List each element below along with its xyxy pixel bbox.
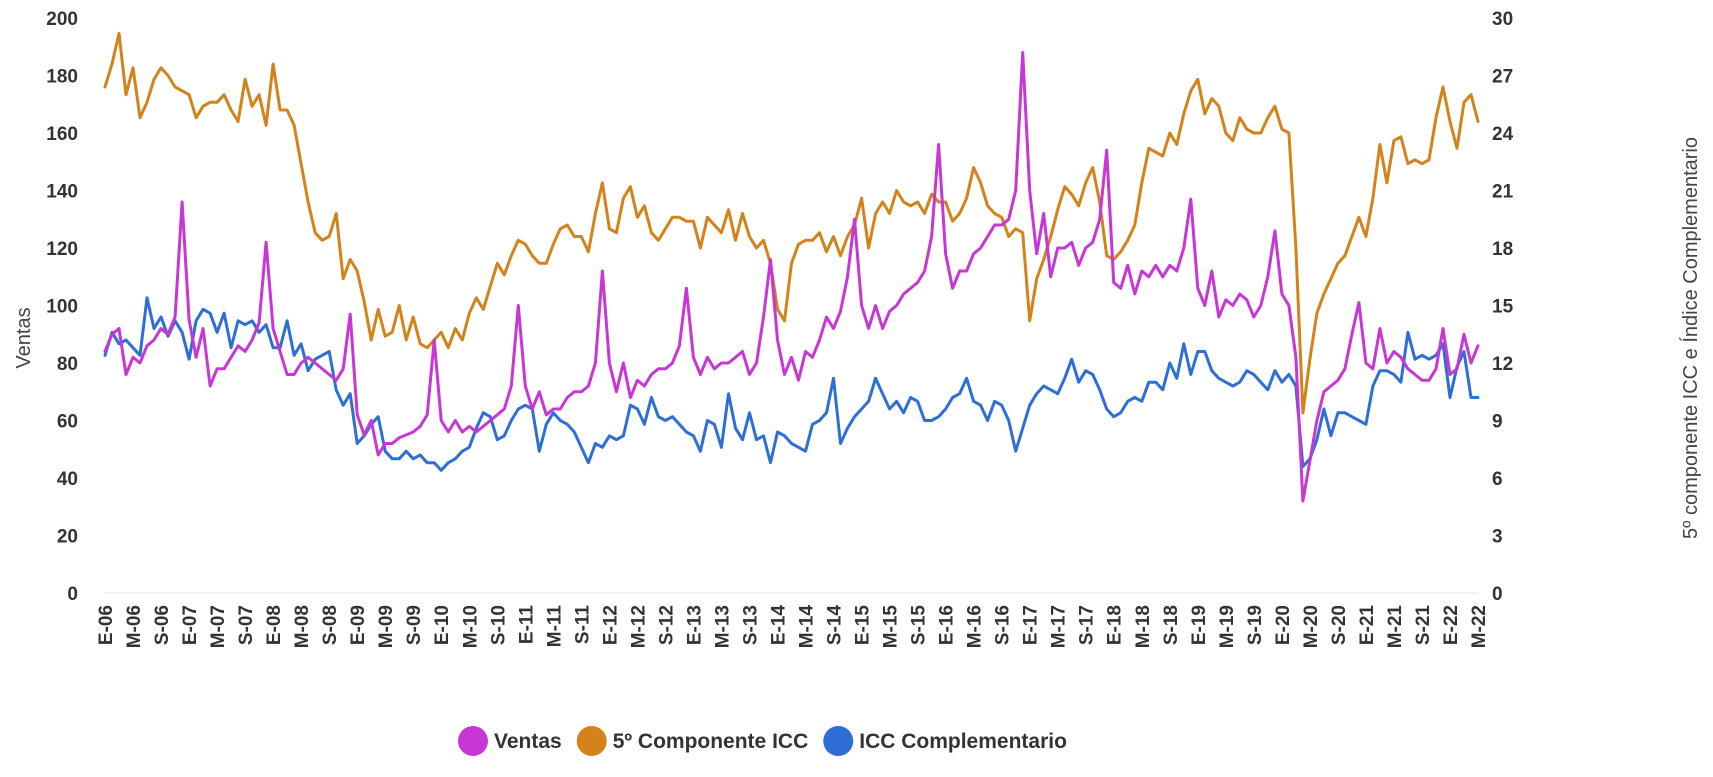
y-tick-label: 120	[46, 239, 78, 260]
x-tick-label: M-07	[208, 605, 229, 648]
y-axis-title: Ventas	[13, 307, 35, 368]
x-tick-label: M-16	[965, 605, 986, 648]
x-tick-label: S-10	[488, 605, 509, 645]
x-tick-label: M-20	[1301, 605, 1322, 648]
x-tick-label: M-18	[1133, 605, 1154, 648]
y-tick-label: 0	[67, 584, 78, 605]
y-tick-label: 200	[46, 9, 78, 30]
y2-tick-label: 24	[1492, 124, 1514, 145]
y-tick-label: 140	[46, 182, 78, 203]
x-tick-label: M-06	[124, 605, 145, 648]
y2-tick-label: 6	[1492, 469, 1503, 490]
x-tick-label: S-09	[404, 605, 425, 645]
y-tick-label: 160	[46, 124, 78, 145]
x-tick-label: S-21	[1413, 605, 1434, 646]
legend-swatch	[458, 726, 488, 756]
y-tick-label: 100	[46, 297, 78, 318]
legend-swatch	[823, 726, 854, 756]
legend-label: ICC Complementario	[859, 730, 1067, 753]
y2-axis-title: 5º componente ICC e Índice Complementari…	[1679, 137, 1702, 539]
x-tick-label: E-20	[1273, 605, 1294, 645]
x-tick-label: E-08	[264, 605, 285, 645]
y2-tick-label: 27	[1492, 67, 1513, 88]
x-tick-label: S-12	[656, 605, 677, 645]
x-axis: E-06 M-06 S-06 E-07 M-07 S-07 E-08 M-08 S-08 E-09…	[96, 605, 1490, 649]
x-tick-label: E-21	[1357, 605, 1378, 646]
legend-item: ICC Complementario	[823, 726, 1067, 756]
x-tick-label: S-20	[1329, 605, 1350, 645]
x-tick-label: E-13	[684, 605, 705, 645]
legend-item: Ventas	[458, 726, 562, 756]
y2-tick-label: 21	[1492, 182, 1514, 203]
y-tick-label: 60	[57, 412, 78, 433]
x-tick-label: E-22	[1441, 605, 1462, 645]
x-tick-label: S-14	[825, 605, 846, 646]
x-tick-label: E-11	[516, 605, 537, 645]
left-y-axis: 0 20 40 60 80 100 120 140 160 180 200	[46, 9, 78, 605]
x-tick-label: E-14	[768, 605, 789, 646]
x-tick-label: S-19	[1245, 605, 1266, 645]
x-tick-label: S-06	[152, 605, 173, 645]
x-tick-label: S-18	[1161, 605, 1182, 645]
x-tick-label: E-18	[1105, 605, 1126, 645]
y2-tick-label: 0	[1492, 584, 1503, 605]
y-tick-label: 40	[57, 469, 78, 490]
y2-tick-label: 15	[1492, 297, 1514, 318]
series-line-ventas	[103, 51, 1480, 503]
x-tick-label: M-10	[460, 605, 481, 648]
y-tick-label: 180	[46, 67, 78, 88]
x-tick-label: E-09	[348, 605, 369, 645]
series-line-5-componente-icc	[103, 31, 1480, 415]
x-tick-label: M-12	[628, 605, 649, 648]
x-tick-label: E-07	[180, 605, 201, 645]
legend-item: 5º Componente ICC	[576, 726, 809, 756]
y-tick-label: 20	[57, 527, 78, 548]
legend-label: Ventas	[494, 730, 562, 753]
series-line-icc-complementario	[103, 296, 1480, 472]
y2-tick-label: 9	[1492, 412, 1503, 433]
x-tick-label: E-06	[96, 605, 117, 645]
x-tick-label: M-22	[1469, 605, 1490, 648]
x-tick-label: M-17	[1049, 605, 1070, 648]
x-tick-label: E-16	[937, 605, 958, 645]
series-lines	[103, 31, 1480, 503]
legend: Ventas 5º Componente ICC ICC Complementari…	[458, 726, 1067, 756]
x-tick-label: M-14	[797, 605, 818, 649]
x-tick-label: E-19	[1189, 605, 1210, 645]
legend-swatch	[576, 726, 607, 756]
y2-tick-label: 18	[1492, 239, 1513, 260]
x-tick-label: E-17	[1021, 605, 1042, 645]
x-tick-label: E-12	[600, 605, 621, 645]
y2-tick-label: 30	[1492, 9, 1513, 30]
right-y-axis: 0 3 6 9 12 15 18 21 24 27 30	[1492, 9, 1514, 605]
x-tick-label: M-19	[1217, 605, 1238, 648]
x-tick-label: S-15	[909, 605, 930, 646]
legend-label: 5º Componente ICC	[613, 730, 809, 753]
x-tick-label: S-17	[1077, 605, 1098, 645]
y2-tick-label: 3	[1492, 527, 1503, 548]
x-tick-label: S-11	[572, 605, 593, 645]
x-tick-label: M-09	[376, 605, 397, 648]
x-tick-label: E-15	[853, 605, 874, 646]
y2-tick-label: 12	[1492, 354, 1513, 375]
x-tick-label: S-08	[320, 605, 341, 645]
x-tick-label: M-21	[1385, 605, 1406, 649]
x-tick-label: S-07	[236, 605, 257, 645]
y-tick-label: 80	[57, 354, 78, 375]
x-tick-label: S-16	[993, 605, 1014, 645]
x-tick-label: M-08	[292, 605, 313, 648]
x-tick-label: M-15	[881, 605, 902, 649]
x-tick-label: M-11	[544, 605, 565, 648]
x-tick-label: M-13	[712, 605, 733, 648]
x-tick-label: E-10	[432, 605, 453, 645]
x-tick-label: S-13	[740, 605, 761, 645]
